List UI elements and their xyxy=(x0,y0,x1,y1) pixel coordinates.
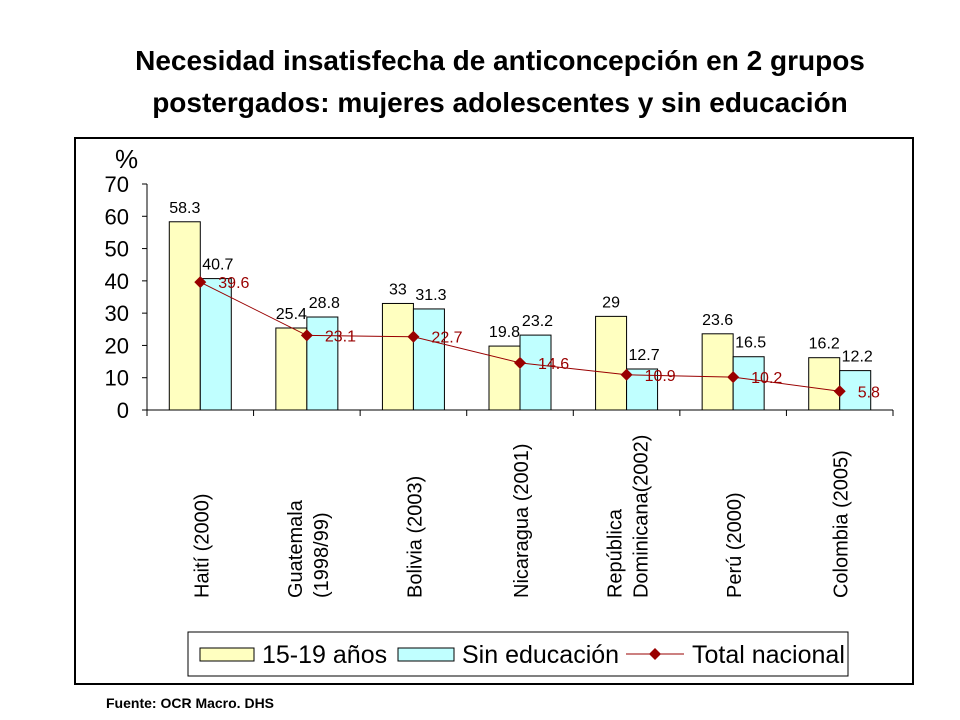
bar-value-label: 40.7 xyxy=(202,257,233,274)
y-tick-label: 70 xyxy=(105,172,129,197)
total-nacional-marker xyxy=(300,329,313,342)
bar-value-label: 12.2 xyxy=(842,349,873,366)
x-category-label: Dominicana(2002) xyxy=(631,435,653,598)
line-value-label: 10.2 xyxy=(751,370,782,387)
total-nacional-marker xyxy=(194,276,207,289)
y-tick-label: 10 xyxy=(105,366,129,391)
bar-value-label: 19.8 xyxy=(489,324,520,341)
legend-swatch-sin-educacion xyxy=(397,647,455,662)
bar-value-label: 12.7 xyxy=(629,347,660,364)
line-value-label: 39.6 xyxy=(218,275,249,292)
bar-15-19 xyxy=(381,302,414,411)
bar-value-label: 25.4 xyxy=(276,306,307,323)
bar-value-label: 28.8 xyxy=(309,295,340,312)
bar-15-19 xyxy=(595,315,628,411)
x-category-label: Colombia (2005) xyxy=(831,450,853,598)
bar-value-label: 31.3 xyxy=(415,287,446,304)
source-note: Fuente: OCR Macro. DHS xyxy=(106,695,275,711)
x-category-label: Haití (2000) xyxy=(191,494,213,599)
y-tick-label: 30 xyxy=(105,301,129,326)
bar-sin-educacion xyxy=(839,370,872,411)
bar-value-label: 58.3 xyxy=(169,200,200,217)
bar-15-19 xyxy=(488,345,521,411)
legend-box xyxy=(187,631,849,677)
bar-15-19 xyxy=(808,357,841,411)
line-value-label: 5.8 xyxy=(858,384,880,401)
line-value-label: 22.7 xyxy=(431,330,462,347)
y-tick-label: 40 xyxy=(105,269,129,294)
total-nacional-marker xyxy=(727,371,740,384)
bar-sin-educacion xyxy=(519,334,552,411)
bar-value-label: 33 xyxy=(389,281,407,298)
chart-title: Necesidad insatisfecha de anticoncepción… xyxy=(0,40,960,124)
title-line-1: Necesidad insatisfecha de anticoncepción… xyxy=(135,45,865,76)
bar-sin-educacion xyxy=(732,356,765,411)
line-value-label: 10.9 xyxy=(645,368,676,385)
bar-sin-educacion xyxy=(412,308,445,411)
total-nacional-marker xyxy=(514,356,526,369)
bar-value-label: 16.5 xyxy=(735,335,766,352)
legend-label: 15-19 años xyxy=(262,641,387,669)
y-tick-label: 20 xyxy=(105,333,129,358)
bar-15-19 xyxy=(168,221,201,411)
title-line-2: postergados: mujeres adolescentes y sin … xyxy=(152,87,848,118)
bar-15-19 xyxy=(701,333,734,411)
legend-label: Sin educación xyxy=(462,641,619,669)
y-axis-label: % xyxy=(115,144,138,174)
legend-marker-total-nacional xyxy=(649,648,661,660)
x-category-label: Perú (2000) xyxy=(724,492,746,598)
y-tick-label: 60 xyxy=(105,204,129,229)
y-tick-label: 50 xyxy=(105,237,129,262)
line-value-label: 23.1 xyxy=(325,328,356,345)
x-category-label: Nicaragua (2001) xyxy=(511,443,533,598)
total-nacional-marker xyxy=(620,368,633,381)
bar-value-label: 16.2 xyxy=(809,336,840,353)
bar-sin-educacion xyxy=(199,278,232,411)
chart-frame xyxy=(74,137,914,685)
legend-swatch-15-19 xyxy=(199,647,255,662)
bar-15-19 xyxy=(275,327,308,411)
bar-value-label: 23.2 xyxy=(522,313,553,330)
bar-sin-educacion xyxy=(306,316,339,411)
total-nacional-marker xyxy=(833,385,846,398)
bar-value-label: 23.6 xyxy=(702,312,733,329)
total-nacional-marker xyxy=(407,330,420,343)
legend-label: Total nacional xyxy=(692,641,845,669)
x-category-label: República xyxy=(605,508,627,598)
bar-value-label: 29 xyxy=(602,294,620,311)
x-category-label: Bolivia (2003) xyxy=(404,476,426,598)
y-tick-label: 0 xyxy=(117,398,129,423)
line-value-label: 14.6 xyxy=(538,356,569,373)
x-category-label: (1998/99) xyxy=(311,512,333,598)
x-category-label: Guatemala xyxy=(285,499,307,598)
